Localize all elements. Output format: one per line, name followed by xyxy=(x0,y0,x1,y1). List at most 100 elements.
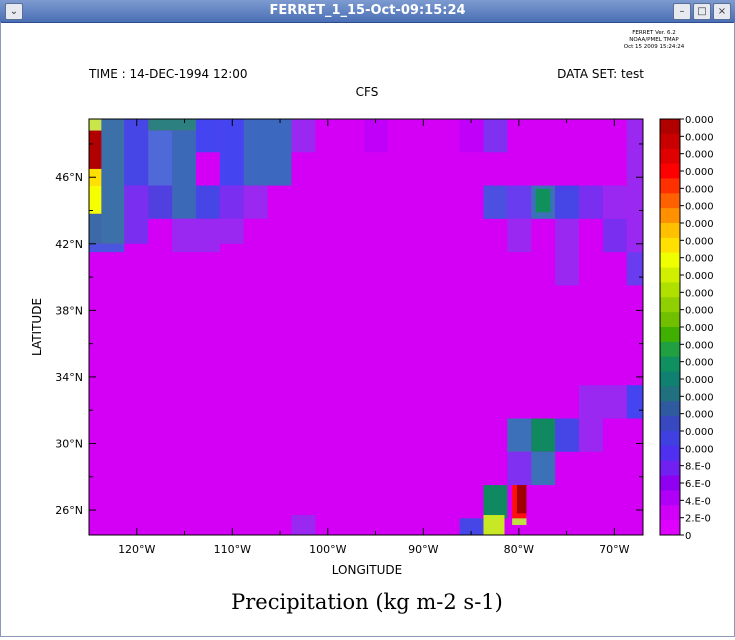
ferret-info: FERRET Ver. 6.2 NOAA/PMEL TMAP Oct 15 20… xyxy=(624,30,685,50)
heatmap-cell xyxy=(579,385,603,452)
heatmap-cell xyxy=(555,418,580,452)
time-label: TIME : 14-DEC-1994 12:00 xyxy=(88,67,248,81)
heatmap-cell xyxy=(531,418,556,452)
x-tick-label: 110°W xyxy=(214,543,251,556)
y-tick-label: 46°N xyxy=(55,171,83,184)
heatmap-cell xyxy=(148,130,173,186)
minimize-button[interactable]: – xyxy=(673,3,691,20)
colorbar-label: 0.000 xyxy=(685,410,714,421)
colorbar-swatch xyxy=(660,445,680,462)
ferret-version: FERRET Ver. 6.2 xyxy=(632,30,676,36)
heatmap-cell xyxy=(516,485,527,514)
colorbar-label: 0.000 xyxy=(685,288,714,299)
y-tick-label: 34°N xyxy=(55,371,83,384)
x-tick-label: 120°W xyxy=(118,543,155,556)
colorbar-swatch xyxy=(660,520,680,536)
heatmap-cell xyxy=(291,515,316,535)
colorbar-label: 0.000 xyxy=(685,306,714,317)
colorbar-swatch xyxy=(660,252,680,269)
heatmap-cell xyxy=(89,130,102,169)
heatmap-cell xyxy=(483,485,508,519)
dataset-label: DATA SET: test xyxy=(557,67,644,81)
colorbar-swatch xyxy=(660,371,680,387)
heatmap-cell xyxy=(555,218,580,286)
heatmap-cell xyxy=(512,518,527,526)
heatmap-cell xyxy=(89,185,102,214)
colorbar-label: 0.000 xyxy=(685,132,714,143)
colorbar-label: 0.000 xyxy=(685,167,714,178)
colorbar-label: 0.000 xyxy=(685,392,714,403)
heatmap-cell xyxy=(536,188,551,213)
heatmap-cell xyxy=(219,119,244,186)
colorbar-swatch xyxy=(660,193,680,209)
colorbar-swatch xyxy=(660,223,680,239)
plot-axes: 120°W 110°W 100°W 90°W 80°W 70°W 26°N 30°N 34°N 3… xyxy=(55,118,644,556)
colorbar-label: 0.000 xyxy=(685,427,714,438)
heatmap-cell xyxy=(555,185,580,219)
x-tick-label: 70°W xyxy=(599,543,629,556)
heatmap-cell xyxy=(89,213,102,244)
colorbar-swatch xyxy=(660,267,680,283)
colorbar-label: 0.000 xyxy=(685,115,714,126)
heatmap-cell xyxy=(531,451,556,486)
heatmap-cell xyxy=(602,218,627,253)
colorbar-label: 0.000 xyxy=(685,150,714,161)
colorbar-swatch xyxy=(660,119,680,135)
heatmap-cell xyxy=(602,185,627,219)
x-tick-label: 100°W xyxy=(309,543,346,556)
y-tick-label: 42°N xyxy=(55,238,83,251)
colorbar-swatch xyxy=(660,297,680,313)
y-tick-label: 38°N xyxy=(55,304,83,317)
heatmap-cell xyxy=(243,119,292,186)
colorbar-swatch xyxy=(660,237,680,254)
heatmap-cell xyxy=(459,119,484,153)
maximize-button[interactable]: □ xyxy=(693,3,711,20)
heatmap-cell xyxy=(243,185,268,219)
colorbar-swatch xyxy=(660,386,680,402)
plot-subtitle: CFS xyxy=(356,85,379,99)
heatmap-cell xyxy=(579,185,603,219)
window-titlebar: ⌄ FERRET_1_15-Oct-09:15:24 – □ × xyxy=(0,0,735,23)
heatmap-cell xyxy=(172,130,196,219)
colorbar-swatch xyxy=(660,312,680,328)
heatmap-cell xyxy=(195,119,220,153)
y-axis-label: LATITUDE xyxy=(30,298,44,356)
colorbar-swatch xyxy=(660,133,680,150)
colorbar-swatch xyxy=(660,163,680,179)
colorbar-label: 0.000 xyxy=(685,375,714,386)
heatmap-cell xyxy=(195,218,220,253)
heatmap-cell xyxy=(172,218,196,253)
colorbar-label: 4.E-0 xyxy=(685,496,711,507)
heatmap-cell xyxy=(124,185,149,244)
x-tick-label: 80°W xyxy=(504,543,534,556)
x-axis-label: LONGITUDE xyxy=(332,563,402,577)
colorbar-swatch xyxy=(660,505,680,521)
heatmap-cell xyxy=(291,119,316,153)
heatmap-cells xyxy=(89,119,643,535)
chart-title: Precipitation (kg m-2 s-1) xyxy=(231,590,503,614)
ferret-plot: FERRET Ver. 6.2 NOAA/PMEL TMAP Oct 15 20… xyxy=(30,30,714,614)
heatmap-cell xyxy=(364,119,388,153)
close-button[interactable]: × xyxy=(713,3,731,20)
colorbar-swatch xyxy=(660,431,680,447)
heatmap-cell xyxy=(459,518,484,535)
colorbar: 0.000 0.000 0.000 0.000 0.000 0.000 0.000 0.000… xyxy=(659,115,714,542)
heatmap-cell xyxy=(101,119,125,244)
colorbar-label: 0.000 xyxy=(685,184,714,195)
colorbar-label: 0.000 xyxy=(685,219,714,230)
window-title: FERRET_1_15-Oct-09:15:24 xyxy=(269,3,466,18)
colorbar-swatch xyxy=(660,356,680,373)
heatmap-cell xyxy=(507,218,532,253)
colorbar-label: 0.000 xyxy=(685,271,714,282)
colorbar-swatch xyxy=(660,282,680,298)
y-tick-label: 26°N xyxy=(55,504,83,517)
colorbar-swatch xyxy=(660,401,680,417)
plot-window: FERRET Ver. 6.2 NOAA/PMEL TMAP Oct 15 20… xyxy=(0,22,735,637)
colorbar-swatch xyxy=(660,327,680,343)
colorbar-label: 0 xyxy=(685,531,691,542)
colorbar-swatch xyxy=(660,208,680,224)
heatmap-cell xyxy=(219,218,244,244)
window-menu-button[interactable]: ⌄ xyxy=(5,3,23,20)
colorbar-swatch xyxy=(660,341,680,358)
colorbar-label: 6.E-0 xyxy=(685,479,711,490)
